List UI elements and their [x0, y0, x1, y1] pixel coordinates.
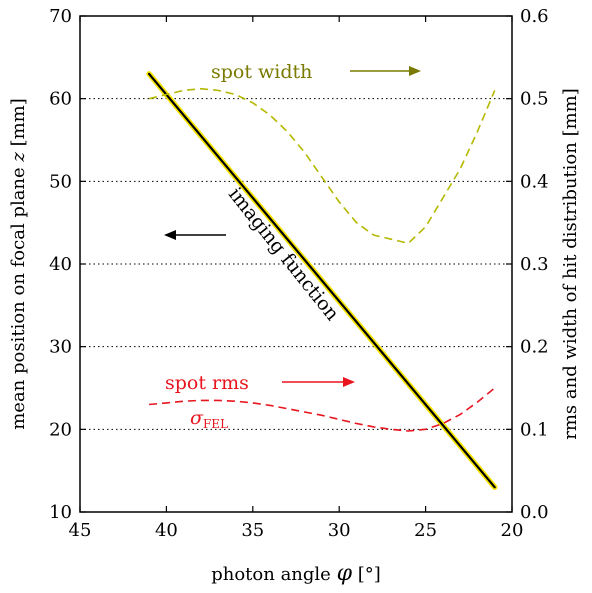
spot-rms-arrow-head — [343, 377, 355, 387]
y-right-tick-label: 0.4 — [520, 171, 549, 192]
y-left-tick-label: 60 — [49, 89, 72, 110]
x-tick-label: 45 — [69, 520, 92, 541]
x-tick-label: 40 — [155, 520, 178, 541]
x-axis-label: photon angle φ [°] — [211, 561, 381, 586]
y-left-tick-label: 40 — [49, 254, 72, 275]
spot-width-label: spot width — [211, 61, 312, 83]
sigma-fel-label: σFEL — [190, 407, 228, 431]
x-tick-label: 20 — [501, 520, 524, 541]
imaging-function-arrow-head — [164, 230, 176, 240]
y-left-tick-label: 10 — [49, 502, 72, 523]
y-axis-left-label: mean position on focal plane z [mm] — [8, 98, 29, 430]
x-tick-label: 25 — [414, 520, 437, 541]
y-left-tick-label: 70 — [49, 6, 72, 27]
y-right-tick-label: 0.6 — [520, 6, 549, 27]
x-tick-label: 35 — [241, 520, 264, 541]
x-tick-label: 30 — [328, 520, 351, 541]
series-layer — [146, 71, 498, 490]
spot-width-arrow-head — [409, 66, 421, 76]
y-right-tick-label: 0.2 — [520, 337, 549, 358]
y-left-tick-label: 50 — [49, 171, 72, 192]
spot-rms-label: spot rms — [165, 372, 249, 394]
y-right-tick-label: 0.3 — [520, 254, 549, 275]
y-right-tick-label: 0.1 — [520, 419, 549, 440]
spot-width-line — [148, 87, 496, 245]
y-left-tick-label: 20 — [49, 419, 72, 440]
y-right-tick-label: 0.0 — [520, 502, 549, 523]
ticks: 45 40 35 30 25 20 10 20 30 40 50 60 70 0.0 0.1 0.2 0.3 0.… — [49, 6, 549, 541]
imaging-function-line — [148, 72, 496, 489]
y-left-tick-label: 30 — [49, 337, 72, 358]
spot-rms-line — [149, 387, 496, 432]
y-axis-right-label: rms and width of hit distribution [mm] — [560, 88, 581, 440]
imaging-function-label: imaging function — [224, 184, 343, 325]
y-right-tick-label: 0.5 — [520, 89, 549, 110]
